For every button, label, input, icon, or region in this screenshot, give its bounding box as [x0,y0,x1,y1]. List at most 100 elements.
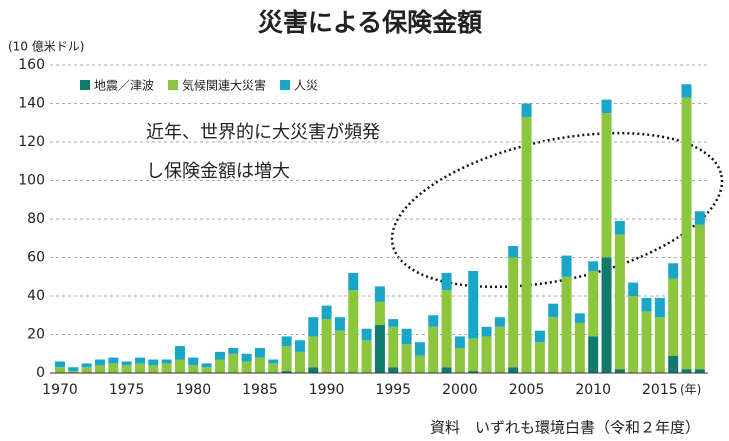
chart-title: 災害による保険金額 [258,8,482,37]
x-tick-label: 2010 [575,382,611,398]
bar-segment [308,336,319,368]
annotation: し保険金額は増大 [146,161,290,182]
highlight-ellipse [390,131,724,289]
x-tick-label: 1985 [242,382,278,398]
y-unit: (10 億米ドル) [8,40,84,54]
bar-segment [481,336,492,373]
bar-segment [681,84,692,98]
bar-segment [55,361,65,368]
bar-segment [108,363,119,373]
bar-segment [668,355,679,373]
legend-swatch [80,80,90,90]
bar-segment [388,319,399,327]
bar-segment [428,326,439,373]
bar-segment [214,351,225,360]
bar-segment [308,367,319,373]
bar-segment [668,263,679,279]
bar-segment [628,282,639,296]
bar-segment [614,220,625,235]
bar-segment [641,297,652,312]
bar-segment [81,367,92,373]
bar-segment [374,301,385,325]
bar-segment [508,257,519,368]
bar-segment [308,317,319,337]
bar-segment [614,369,625,373]
bar-segment [654,317,665,373]
legend-label: 気候関連大災害 [182,78,266,93]
bar-segment [68,371,79,373]
bar-segment [601,99,612,114]
y-tick-label: 80 [27,211,45,227]
x-tick-label: 1975 [109,382,145,398]
annotation: 近年、世界的に大災害が頻発 [146,122,380,143]
bar-segment [201,363,212,368]
bar-segment [428,315,439,327]
bar-segment [521,116,532,373]
bar-segment [121,361,132,366]
bar-segment [508,367,519,373]
bar-segment [441,367,452,373]
bar-segment [81,363,92,368]
bar-segment [334,330,345,373]
legend-label: 人災 [294,79,318,93]
bar-segment [281,336,292,347]
bar-segment [641,311,652,373]
x-tick-label: 2000 [442,382,478,398]
bar-segment [348,272,359,291]
bar-segment [334,317,345,331]
y-tick-label: 60 [27,250,45,266]
y-tick-label: 100 [18,173,45,189]
bar-segment [668,278,679,356]
bar-segment [601,113,612,258]
bar-segment [468,371,479,373]
bar-segment [614,234,625,370]
bar-segment [401,344,412,373]
bar-segment [534,330,545,343]
bar-segment [294,340,305,352]
bar-segment [294,351,305,373]
bar-segment [174,359,185,373]
bar-segment [681,97,692,370]
bar-segment [188,365,199,373]
bar-segment [401,328,412,345]
bar-segment [361,328,372,341]
bar-segment [148,359,159,366]
bar-segment [574,313,585,323]
x-tick-label: 1995 [375,382,411,398]
bar-segment [281,371,292,373]
bar-segment [548,317,559,373]
bar-segment [348,290,359,373]
bar-segment [494,317,505,327]
bar-segment [588,270,599,337]
bar-segment [214,359,225,373]
bar-segment [228,347,239,354]
bar-segment [601,257,612,373]
bar-segment [481,326,492,337]
bar-segment [454,336,465,348]
y-tick-label: 0 [36,365,45,381]
y-tick-label: 120 [18,134,45,150]
bar-segment [534,342,545,373]
bar-segment [468,338,479,372]
legend-swatch [280,80,291,90]
bar-segment [55,367,65,373]
bar-segment [374,324,385,373]
y-tick-label: 140 [18,96,45,112]
bar-segment [268,359,279,364]
bar-segment [108,357,119,364]
bar-segment [134,363,145,373]
x-tick-label: 1980 [175,382,211,398]
bar-segment [94,365,105,373]
bar-segment [254,347,265,358]
x-tick-label: 1990 [309,382,345,398]
bar-segment [174,346,185,360]
bar-segment [508,245,519,258]
bar-segment [441,272,452,291]
bar-segment [588,336,599,373]
bar-segment [694,369,705,373]
bar-segment [654,297,665,318]
bar-segment [161,359,172,364]
bar-segment [561,255,572,277]
bar-segment [588,261,599,271]
